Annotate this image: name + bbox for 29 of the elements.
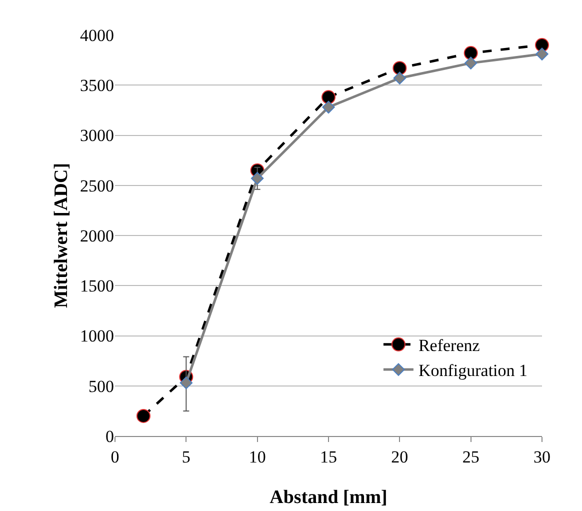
y-tick-label: 4000 xyxy=(80,26,114,45)
x-tick-label: 25 xyxy=(462,447,480,466)
x-tick-label: 15 xyxy=(320,447,337,466)
y-tick-label: 1000 xyxy=(80,326,114,346)
y-axis-title: Mittelwert [ADC] xyxy=(51,162,72,308)
point xyxy=(464,46,478,60)
x-tick-label: 20 xyxy=(391,447,408,466)
point xyxy=(250,172,264,185)
point xyxy=(180,376,193,390)
point xyxy=(136,408,150,423)
x-tick-label: 10 xyxy=(248,447,266,466)
point xyxy=(322,100,335,114)
point xyxy=(464,56,478,70)
y-tick-label: 3000 xyxy=(80,126,114,146)
y-tick-label: 2500 xyxy=(80,176,114,196)
x-tick-label: 30 xyxy=(534,447,550,466)
y-tick-label: 500 xyxy=(88,376,114,396)
point xyxy=(536,48,548,60)
point xyxy=(392,61,407,76)
point xyxy=(322,90,336,104)
x-axis-title: Abstand [mm] xyxy=(270,487,388,508)
point xyxy=(393,72,406,84)
legend-label: Konfiguration 1 xyxy=(418,361,528,380)
y-tick-label: 0 xyxy=(106,426,114,446)
legend-label: Referenz xyxy=(418,336,480,356)
y-tick-label: 3500 xyxy=(80,76,114,96)
x-tick-label: 5 xyxy=(182,447,190,466)
y-tick-label: 2000 xyxy=(80,226,114,246)
y-tick-label: 1500 xyxy=(80,276,114,296)
